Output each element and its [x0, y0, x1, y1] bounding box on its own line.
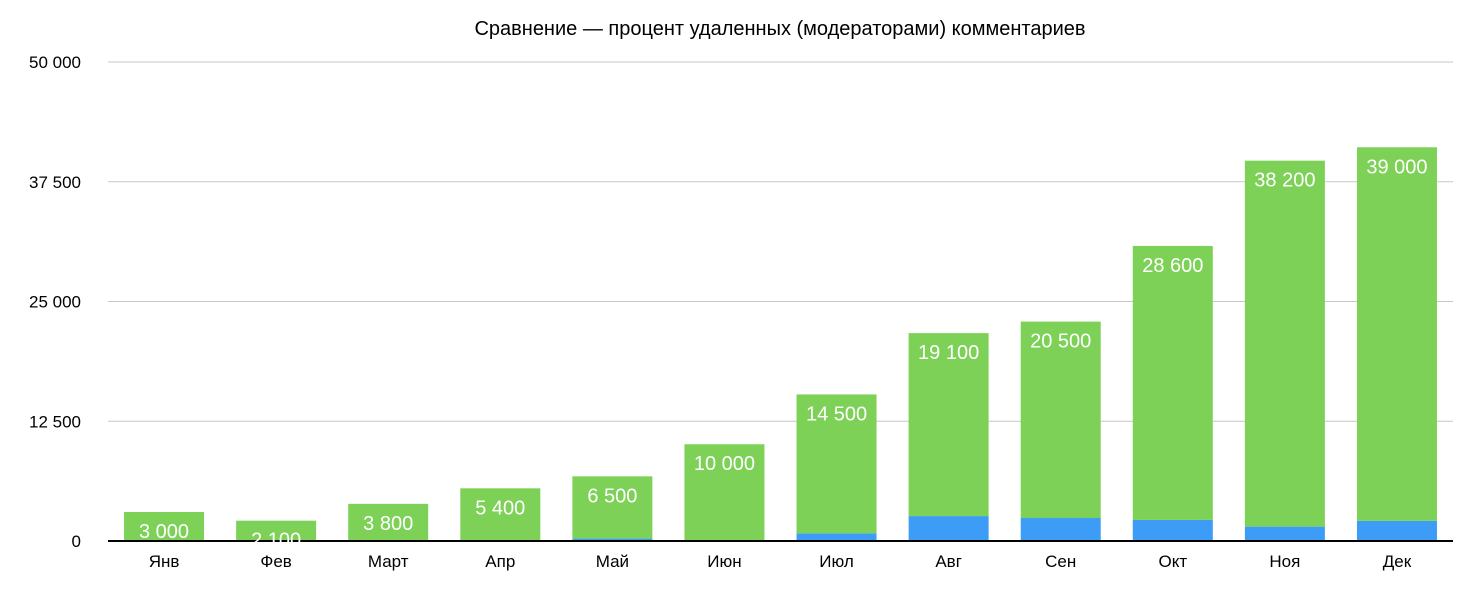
data-label: 20 500: [1030, 331, 1091, 353]
data-labels: 3 000 2 100 3 800 5 400 6 500 10 000 14 500 19 …: [139, 156, 1428, 551]
bar-removed-8: [1020, 518, 1101, 541]
x-tick-label: Май: [596, 552, 629, 571]
bar-removed-10: [1244, 526, 1325, 541]
x-tick-label: Дек: [1383, 552, 1412, 571]
data-label: 39 000: [1366, 156, 1427, 178]
data-label: 19 100: [918, 342, 979, 364]
x-tick-label: Фев: [260, 552, 291, 571]
data-label: 3 000: [139, 521, 189, 543]
bar-total-7: [908, 333, 989, 517]
gridlines: [108, 61, 1453, 422]
x-tick-label: Ноя: [1269, 552, 1300, 571]
bar-removed-6: [796, 533, 877, 541]
bar-removed-11: [1356, 520, 1437, 541]
y-axis-ticks: 0 12 500 25 000 37 500 50 000: [29, 53, 81, 551]
x-axis-ticks: Янв Фев Март Апр Май Июн Июл Авг Сен Окт Ноя Дек: [149, 552, 1412, 571]
x-tick-label: Окт: [1158, 552, 1187, 571]
bar-total-8: [1020, 321, 1101, 519]
bar-removed-4: [572, 538, 653, 541]
data-label: 6 500: [587, 485, 637, 507]
x-tick-label: Янв: [149, 552, 180, 571]
bars: [124, 147, 1437, 541]
data-label: 10 000: [694, 453, 755, 475]
bar-total-3: [460, 488, 541, 541]
bar-total-0: [124, 511, 205, 541]
chart-title: Сравнение — процент удаленных (модератор…: [474, 18, 1085, 40]
bar-total-1: [236, 520, 317, 541]
data-label: 38 200: [1254, 170, 1315, 192]
bar-total-5: [684, 444, 765, 541]
x-tick-label: Март: [368, 552, 409, 571]
bar-total-9: [1132, 245, 1213, 520]
bar-total-6: [796, 394, 877, 534]
y-tick-label: 25 000: [29, 293, 81, 312]
bar-removed-9: [1132, 519, 1213, 541]
data-label: 5 400: [475, 497, 525, 519]
y-tick-label: 12 500: [29, 412, 81, 431]
bar-total-10: [1244, 160, 1325, 527]
data-label: 2 100: [251, 530, 301, 552]
bar-total-2: [348, 503, 429, 541]
data-label: 3 800: [363, 513, 413, 535]
x-tick-label: Июл: [819, 552, 854, 571]
x-tick-label: Апр: [485, 552, 515, 571]
data-label: 14 500: [806, 403, 867, 425]
bar-removed-7: [908, 516, 989, 541]
x-tick-label: Авг: [935, 552, 962, 571]
y-tick-label: 37 500: [29, 173, 81, 192]
bar-total-11: [1356, 147, 1437, 521]
x-tick-label: Сен: [1045, 552, 1076, 571]
x-tick-label: Июн: [707, 552, 741, 571]
y-tick-label: 0: [72, 532, 81, 551]
bar-total-4: [572, 476, 653, 539]
y-tick-label: 50 000: [29, 53, 81, 72]
data-label: 28 600: [1142, 255, 1203, 277]
